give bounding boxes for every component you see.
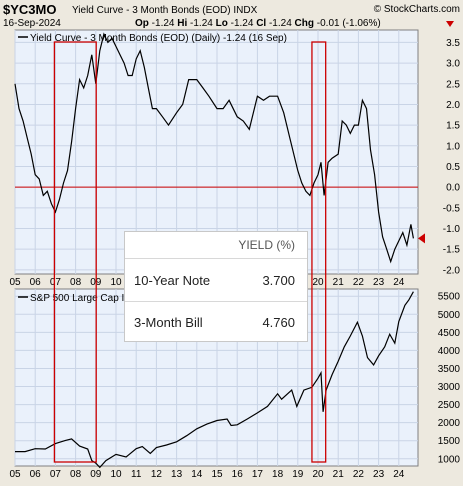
- x-tick-label: 12: [151, 469, 163, 480]
- op-value: -1.24: [152, 18, 175, 29]
- x-tick-label: 05: [9, 277, 21, 288]
- x-tick-label: 21: [333, 277, 345, 288]
- x-tick-label: 15: [211, 469, 223, 480]
- x-tick-label: 23: [373, 469, 385, 480]
- y-tick-label: -0.5: [443, 203, 461, 214]
- x-tick-label: 11: [131, 469, 142, 480]
- x-tick-label: 20: [312, 277, 324, 288]
- table-row: 3-Month Bill 4.760: [125, 301, 307, 343]
- header-date: 16-Sep-2024: [3, 18, 61, 29]
- y-tick-label: 1.5: [446, 121, 460, 132]
- cl-label: Cl: [256, 18, 266, 29]
- y-tick-label: 2.5: [446, 79, 460, 90]
- y-tick-label: -1.5: [443, 245, 461, 256]
- x-tick-label: 18: [272, 469, 284, 480]
- row-value: 3.700: [262, 272, 295, 288]
- x-tick-label: 23: [373, 277, 385, 288]
- x-tick-label: 24: [393, 277, 405, 288]
- x-tick-label: 16: [232, 469, 244, 480]
- x-tick-label: 07: [50, 277, 62, 288]
- x-tick-label: 24: [393, 469, 405, 480]
- y-tick-label: 5000: [438, 310, 461, 321]
- y-tick-label: -1.0: [443, 224, 461, 235]
- x-tick-label: 14: [191, 469, 203, 480]
- x-tick-label: 10: [110, 277, 122, 288]
- op-label: Op: [135, 18, 149, 29]
- x-tick-label: 13: [171, 469, 183, 480]
- x-tick-label: 09: [90, 469, 102, 480]
- yield-curve-series-line: [14, 32, 414, 264]
- x-tick-label: 07: [50, 469, 62, 480]
- lo-value: -1.24: [231, 18, 254, 29]
- y-tick-label: 1000: [438, 454, 461, 465]
- x-tick-label: 21: [333, 469, 345, 480]
- sp500-x-axis: 05 06 07 08 09 10 11 12 13 14 15 16 17 18 19 20 21 22 23 24: [9, 469, 404, 480]
- lo-label: Lo: [216, 18, 228, 29]
- highlight-box: [311, 41, 327, 463]
- y-tick-label: 2.0: [446, 100, 460, 111]
- x-tick-label: 22: [353, 277, 365, 288]
- y-tick-label: 2000: [438, 418, 461, 429]
- cl-value: -1.24: [269, 18, 292, 29]
- hi-label: Hi: [177, 18, 187, 29]
- table-row: 10-Year Note 3.700: [125, 259, 307, 301]
- y-tick-label: 4500: [438, 328, 461, 339]
- hi-value: -1.24: [190, 18, 213, 29]
- x-tick-label: 22: [353, 469, 365, 480]
- x-tick-label: 20: [312, 469, 324, 480]
- yield-table-header: YIELD (%): [125, 232, 307, 259]
- ohlc-readout: Op -1.24 Hi -1.24 Lo -1.24 Cl -1.24 Chg …: [135, 18, 381, 29]
- yield-table: YIELD (%) 10-Year Note 3.700 3-Month Bil…: [124, 231, 308, 342]
- watermark: © StockCharts.com: [374, 4, 460, 15]
- x-tick-label: 08: [70, 277, 82, 288]
- x-tick-label: 05: [9, 469, 21, 480]
- header-title: Yield Curve - 3 Month Bonds (EOD) INDX: [72, 5, 258, 16]
- yield-gridlines: [14, 30, 418, 274]
- y-tick-label: 5500: [438, 292, 461, 303]
- y-tick-label: 1500: [438, 436, 461, 447]
- x-tick-label: 17: [252, 469, 264, 480]
- last-value-marker: [418, 233, 425, 244]
- sp500-y-axis: 1000 1500 2000 2500 3000 3500 4000 4500 5000 5500: [438, 292, 461, 466]
- y-tick-label: 4000: [438, 346, 461, 357]
- y-tick-label: 3000: [438, 382, 461, 393]
- y-tick-label: -2.0: [443, 265, 461, 276]
- y-tick-label: 3500: [438, 364, 461, 375]
- y-tick-label: 2500: [438, 400, 461, 411]
- yield-legend: Yield Curve - 3 Month Bonds (EOD) (Daily…: [30, 33, 287, 44]
- down-arrow-icon: [446, 21, 454, 27]
- symbol-label: $YC3MO: [3, 2, 56, 17]
- y-tick-label: 1.0: [446, 141, 460, 152]
- y-tick-label: 0.0: [446, 183, 460, 194]
- yield-y-axis: -2.0 -1.5 -1.0 -0.5 0.0 0.5 1.0 1.5 2.0 2.5 3.0 3.5: [443, 38, 461, 276]
- x-tick-label: 06: [30, 469, 42, 480]
- x-tick-label: 19: [292, 469, 304, 480]
- row-label: 10-Year Note: [134, 272, 211, 288]
- y-tick-label: 0.5: [446, 162, 460, 173]
- row-label: 3-Month Bill: [134, 315, 203, 330]
- x-tick-label: 08: [70, 469, 82, 480]
- chg-label: Chg: [295, 18, 314, 29]
- highlight-box: [53, 41, 97, 463]
- y-tick-label: 3.5: [446, 38, 460, 49]
- highlight-boxes: [53, 41, 327, 463]
- sp500-legend: S&P 500 Large Cap Index (EOD) INDX: [30, 293, 204, 304]
- x-tick-label: 06: [30, 277, 42, 288]
- y-tick-label: 3.0: [446, 59, 460, 70]
- chg-value: -0.01 (-1.06%): [317, 18, 381, 29]
- row-value: 4.760: [262, 315, 295, 330]
- x-tick-label: 10: [110, 469, 122, 480]
